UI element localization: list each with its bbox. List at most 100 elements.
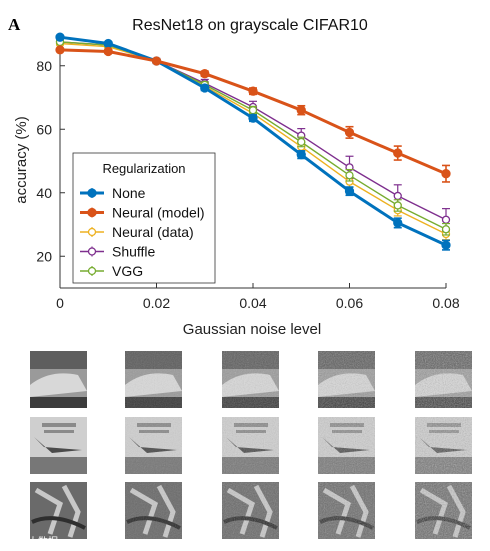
x-ticks: 0 0.02 0.04 0.06 0.08 bbox=[56, 283, 460, 311]
sample-image-cat bbox=[125, 482, 182, 539]
data-point bbox=[393, 218, 403, 228]
legend-marker bbox=[87, 266, 97, 276]
data-point bbox=[344, 186, 355, 196]
image-sign bbox=[44, 430, 74, 433]
y-ticks: 20 40 60 80 bbox=[36, 58, 65, 264]
x-tick-label: 0.06 bbox=[336, 295, 363, 311]
sample-image-airplane bbox=[415, 417, 472, 474]
sample-image-cat bbox=[318, 482, 375, 539]
legend-label: Neural (data) bbox=[112, 224, 194, 240]
data-point bbox=[393, 191, 402, 201]
data-point bbox=[103, 38, 113, 49]
image-noise bbox=[125, 351, 182, 408]
data-point bbox=[55, 32, 65, 42]
sample-image-car bbox=[125, 351, 182, 408]
data-point bbox=[441, 240, 451, 250]
sample-image-airplane bbox=[222, 417, 279, 474]
sample-image-airplane bbox=[30, 417, 87, 474]
data-point bbox=[297, 137, 306, 147]
panel-letter: A bbox=[8, 15, 21, 34]
sample-image-airplane bbox=[318, 417, 375, 474]
sample-image-airplane bbox=[125, 417, 182, 474]
series-none bbox=[55, 32, 451, 251]
data-point bbox=[55, 45, 65, 55]
data-point bbox=[296, 149, 306, 160]
image-noise bbox=[222, 351, 279, 408]
image-noise bbox=[415, 417, 472, 474]
legend-marker bbox=[87, 247, 97, 256]
legend-entry: Shuffle bbox=[80, 244, 156, 260]
x-tick-label: 0.08 bbox=[432, 295, 459, 311]
image-sign bbox=[42, 423, 76, 427]
sample-image-cat bbox=[30, 482, 87, 539]
sample-image-grid bbox=[30, 351, 472, 539]
image-noise bbox=[222, 417, 279, 474]
legend-entry: Neural (data) bbox=[80, 224, 194, 240]
image-top bbox=[30, 351, 87, 369]
image-noise bbox=[222, 482, 279, 539]
y-tick-label: 80 bbox=[36, 58, 52, 74]
legend-label: Neural (model) bbox=[112, 205, 205, 221]
y-tick-label: 40 bbox=[36, 185, 52, 201]
data-point bbox=[441, 215, 451, 224]
legend-entry: VGG bbox=[80, 263, 143, 279]
data-point bbox=[248, 86, 258, 96]
legend-entry: None bbox=[80, 185, 146, 201]
image-noise bbox=[125, 482, 182, 539]
image-fur bbox=[34, 484, 81, 538]
sample-image-cat bbox=[222, 482, 279, 539]
watermark: 大数据 bbox=[28, 535, 58, 548]
sample-image-car bbox=[222, 351, 279, 408]
legend-title: Regularization bbox=[102, 161, 185, 176]
data-point bbox=[441, 169, 451, 179]
legend-marker bbox=[87, 227, 97, 237]
legend-marker bbox=[87, 188, 97, 198]
legend-entry: Neural (model) bbox=[80, 205, 205, 221]
x-tick-label: 0.02 bbox=[143, 295, 170, 311]
data-point bbox=[296, 105, 306, 115]
image-stripe bbox=[31, 516, 86, 530]
image-car-body bbox=[30, 373, 87, 397]
legend-entries: None Neural (model) Neural (data) Shuffle VG… bbox=[80, 185, 205, 279]
data-point bbox=[393, 148, 403, 158]
image-plane bbox=[34, 437, 82, 453]
legend: Regularization None Neural (model) Neural … bbox=[72, 152, 216, 284]
legend-label: Shuffle bbox=[112, 244, 156, 260]
chart-title: ResNet18 on grayscale CIFAR10 bbox=[132, 17, 368, 34]
plot-area: 20 40 60 80 0 0.02 0.04 0.06 0.08 bbox=[36, 32, 460, 311]
data-point bbox=[441, 225, 451, 234]
x-tick-label: 0 bbox=[56, 295, 64, 311]
y-axis-label: accuracy (%) bbox=[13, 116, 30, 204]
image-noise bbox=[415, 351, 472, 408]
sample-image-cat bbox=[415, 482, 472, 539]
image-noise bbox=[125, 417, 182, 474]
data-point bbox=[344, 127, 355, 138]
image-noise bbox=[318, 351, 375, 408]
sample-image-car bbox=[415, 351, 472, 408]
series-neural-model bbox=[55, 45, 451, 183]
data-point bbox=[200, 83, 210, 93]
image-noise bbox=[318, 417, 375, 474]
x-axis-label: Gaussian noise level bbox=[183, 321, 321, 338]
image-noise bbox=[415, 482, 472, 539]
image-noise bbox=[318, 482, 375, 539]
y-tick-label: 20 bbox=[36, 248, 52, 264]
data-point bbox=[103, 46, 113, 57]
series-layer bbox=[55, 32, 451, 251]
image-ground bbox=[30, 457, 87, 474]
data-point bbox=[345, 171, 354, 180]
image-ground bbox=[30, 397, 87, 408]
data-point bbox=[151, 56, 162, 66]
sample-image-car bbox=[30, 351, 87, 408]
data-point bbox=[248, 113, 258, 123]
legend-box bbox=[72, 152, 216, 284]
data-point bbox=[248, 106, 258, 115]
legend-label: None bbox=[112, 185, 146, 201]
sample-image-car bbox=[318, 351, 375, 408]
x-tick-label: 0.04 bbox=[239, 295, 266, 311]
y-tick-label: 60 bbox=[36, 121, 52, 137]
legend-label: VGG bbox=[112, 263, 143, 279]
legend-marker bbox=[87, 207, 97, 218]
data-point bbox=[200, 69, 210, 79]
